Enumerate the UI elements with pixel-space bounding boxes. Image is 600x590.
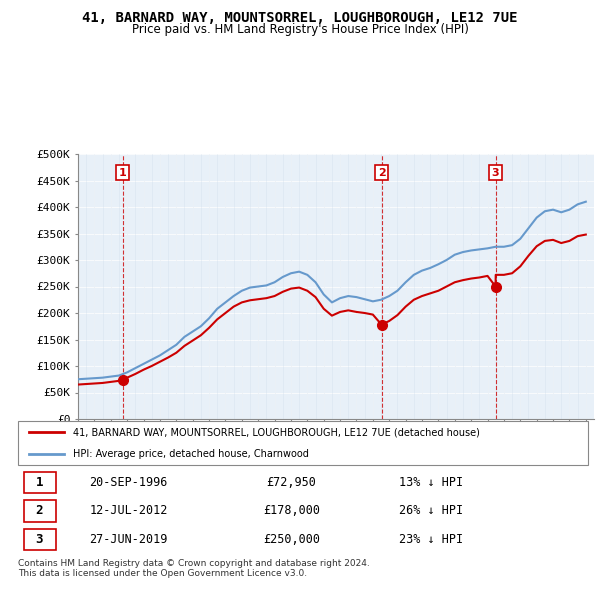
Text: £72,950: £72,950 bbox=[266, 476, 316, 489]
FancyBboxPatch shape bbox=[23, 529, 56, 550]
FancyBboxPatch shape bbox=[18, 421, 588, 464]
Text: 41, BARNARD WAY, MOUNTSORREL, LOUGHBOROUGH, LE12 7UE: 41, BARNARD WAY, MOUNTSORREL, LOUGHBOROU… bbox=[82, 11, 518, 25]
Text: 3: 3 bbox=[492, 168, 499, 178]
Text: 26% ↓ HPI: 26% ↓ HPI bbox=[399, 504, 463, 517]
FancyBboxPatch shape bbox=[23, 472, 56, 493]
Text: 23% ↓ HPI: 23% ↓ HPI bbox=[399, 533, 463, 546]
Text: £250,000: £250,000 bbox=[263, 533, 320, 546]
Text: 13% ↓ HPI: 13% ↓ HPI bbox=[399, 476, 463, 489]
Text: 2: 2 bbox=[377, 168, 385, 178]
Text: 1: 1 bbox=[119, 168, 127, 178]
Text: 41, BARNARD WAY, MOUNTSORREL, LOUGHBOROUGH, LE12 7UE (detached house): 41, BARNARD WAY, MOUNTSORREL, LOUGHBOROU… bbox=[73, 427, 480, 437]
Text: Price paid vs. HM Land Registry's House Price Index (HPI): Price paid vs. HM Land Registry's House … bbox=[131, 22, 469, 36]
Text: 12-JUL-2012: 12-JUL-2012 bbox=[89, 504, 167, 517]
Text: 3: 3 bbox=[35, 533, 43, 546]
Text: 1: 1 bbox=[35, 476, 43, 489]
Text: 27-JUN-2019: 27-JUN-2019 bbox=[89, 533, 167, 546]
Text: HPI: Average price, detached house, Charnwood: HPI: Average price, detached house, Char… bbox=[73, 448, 309, 458]
Text: 2: 2 bbox=[35, 504, 43, 517]
Text: Contains HM Land Registry data © Crown copyright and database right 2024.
This d: Contains HM Land Registry data © Crown c… bbox=[18, 559, 370, 578]
Text: £178,000: £178,000 bbox=[263, 504, 320, 517]
Text: 20-SEP-1996: 20-SEP-1996 bbox=[89, 476, 167, 489]
FancyBboxPatch shape bbox=[23, 500, 56, 522]
